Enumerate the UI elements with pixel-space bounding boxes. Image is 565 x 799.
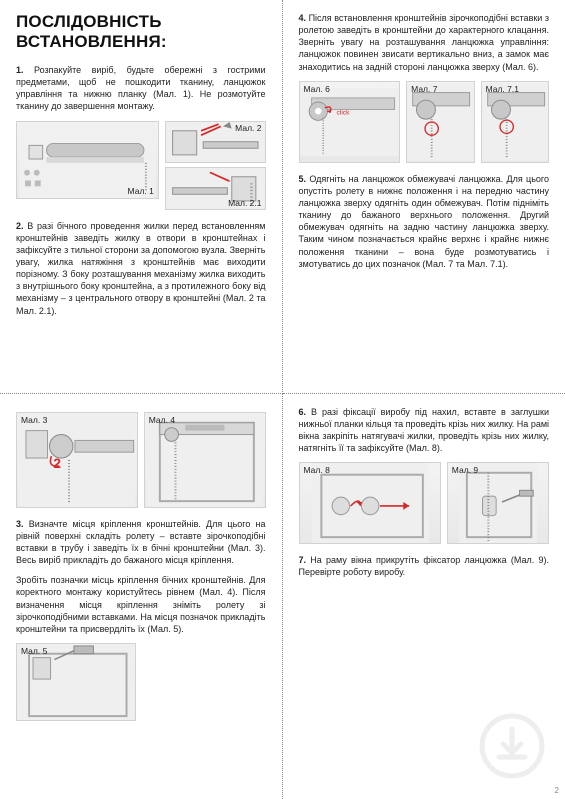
fig-row-6-7: click Мал. 6 Мал. 7 [299, 81, 550, 163]
fig-21-label: Мал. 2.1 [228, 198, 261, 208]
figure-6: click Мал. 6 [299, 81, 401, 163]
figure-3: 2 Мал. 3 [16, 412, 138, 508]
fig-9-label: Мал. 9 [452, 465, 478, 475]
figure-7: Мал. 7 [406, 81, 474, 163]
quadrant-3: 2 Мал. 3 Мал. 4 3. Визначте місця кріпле… [0, 394, 283, 799]
fig-7-label: Мал. 7 [411, 84, 437, 94]
step-3b-text: Зробіть позначки місць кріплення бічних … [16, 575, 266, 634]
fig-8-label: Мал. 8 [304, 465, 330, 475]
fig-row-8-9: Мал. 8 Мал. 9 [299, 462, 550, 544]
fig-row-3-4: 2 Мал. 3 Мал. 4 [16, 412, 266, 508]
step-1: 1. Розпакуйте виріб, будьте обережні з г… [16, 64, 266, 113]
svg-text:2: 2 [53, 456, 61, 471]
step-5-text: Одягніть на ланцюжок обмежувачі ланцюжка… [299, 174, 550, 269]
figure-1: Мал. 1 [16, 121, 159, 199]
fig-4-label: Мал. 4 [149, 415, 175, 425]
step-7: 7. На раму вікна прикрутіть фіксатор лан… [299, 554, 550, 578]
step-6-text: В разі фіксації виробу під нахил, вставт… [299, 407, 550, 453]
step-7-text: На раму вікна прикрутіть фіксатор ланцюж… [299, 555, 550, 577]
step-4-num: 4. [299, 13, 307, 23]
step-4: 4. Після встановлення кронштейнів зірочк… [299, 12, 550, 73]
figure-2-1: Мал. 2.1 [165, 167, 266, 210]
figure-2: Мал. 2 [165, 121, 266, 164]
step-3-text: Визначте місця кріплення кронштейнів. Дл… [16, 519, 266, 565]
page-number: 2 [555, 786, 559, 795]
step-4-text: Після встановлення кронштейнів зірочкопо… [299, 13, 550, 72]
step-6: 6. В разі фіксації виробу під нахил, вст… [299, 406, 550, 455]
step-1-num: 1. [16, 65, 24, 75]
fig-6-label: Мал. 6 [304, 84, 330, 94]
quadrant-4: 6. В разі фіксації виробу під нахил, вст… [283, 394, 565, 799]
figure-4: Мал. 4 [144, 412, 266, 508]
figure-5: Мал. 5 [16, 643, 136, 721]
quadrant-2: 4. Після встановлення кронштейнів зірочк… [283, 0, 565, 394]
figure-8: Мал. 8 [299, 462, 441, 544]
page-title: ПОСЛІДОВНІСТЬ ВСТАНОВЛЕННЯ: [16, 12, 266, 52]
page: ПОСЛІДОВНІСТЬ ВСТАНОВЛЕННЯ: 1. Розпакуйт… [0, 0, 565, 799]
step-7-num: 7. [299, 555, 307, 565]
figure-9: Мал. 9 [447, 462, 549, 544]
step-2-text: В разі бічного проведення жилки перед вс… [16, 221, 266, 316]
step-3: 3. Визначте місця кріплення кронштейнів.… [16, 518, 266, 567]
fig-71-label: Мал. 7.1 [486, 84, 519, 94]
quadrant-1: ПОСЛІДОВНІСТЬ ВСТАНОВЛЕННЯ: 1. Розпакуйт… [0, 0, 283, 394]
step-5-num: 5. [299, 174, 307, 184]
figure-7-1: Мал. 7.1 [481, 81, 549, 163]
fig-3-label: Мал. 3 [21, 415, 47, 425]
fig-2-label: Мал. 2 [235, 123, 261, 133]
fig-row-5: Мал. 5 [16, 643, 266, 721]
step-1-text: Розпакуйте виріб, будьте обережні з гост… [16, 65, 266, 111]
fig-5-label: Мал. 5 [21, 646, 47, 656]
fig-row-1-2: Мал. 1 Мал. 2 [16, 121, 266, 210]
step-3-num: 3. [16, 519, 24, 529]
step-6-num: 6. [299, 407, 307, 417]
fig-1-label: Мал. 1 [128, 186, 154, 196]
watermark-icon [477, 711, 547, 781]
step-2-num: 2. [16, 221, 24, 231]
click-label: click [336, 109, 350, 116]
step-2: 2. В разі бічного проведення жилки перед… [16, 220, 266, 317]
step-5: 5. Одягніть на ланцюжок обмежувачі ланцю… [299, 173, 550, 270]
step-3b: Зробіть позначки місць кріплення бічних … [16, 574, 266, 635]
